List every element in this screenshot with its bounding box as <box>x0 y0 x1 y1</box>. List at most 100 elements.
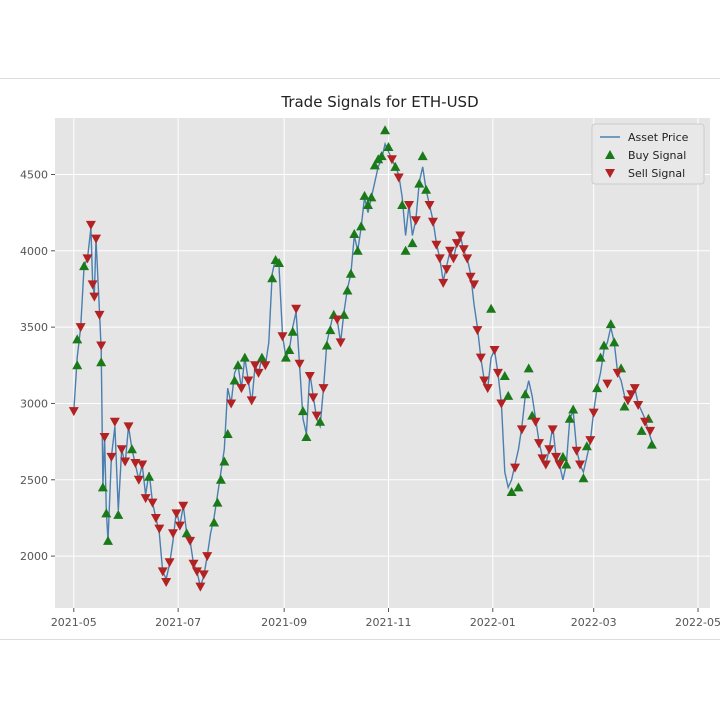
sell-signal-marker <box>602 379 613 389</box>
buy-signal-marker <box>390 161 401 171</box>
buy-signal-marker <box>561 459 572 469</box>
sell-signal-marker <box>85 220 96 230</box>
buy-signal-marker <box>274 258 285 268</box>
sell-signal-marker <box>645 426 656 436</box>
buy-signal-marker <box>280 352 291 362</box>
buy-signal-marker <box>96 357 107 367</box>
sell-signal-marker <box>94 310 105 320</box>
y-tick-label: 2000 <box>20 550 48 563</box>
y-axis-ticks: 2000 2500 3000 3500 4000 4500 <box>20 168 55 563</box>
buy-signal-marker <box>209 517 220 527</box>
sell-signal-marker <box>99 433 110 443</box>
sell-signal-marker <box>106 452 117 462</box>
sell-signal-marker <box>640 417 651 427</box>
buy-signal-marker <box>380 125 391 135</box>
sell-signal-marker <box>530 417 541 427</box>
sell-signal-marker <box>451 239 462 249</box>
buy-signal-marker <box>503 390 514 400</box>
trade-signals-chart: 2021-05 2021-07 2021-09 2021-11 2022-01 2022-… <box>20 93 720 629</box>
buy-signal-marker <box>595 352 606 362</box>
sell-signal-marker <box>188 559 199 569</box>
buy-signal-marker <box>609 337 620 347</box>
sell-signal-marker <box>386 155 397 165</box>
buy-signal-marker <box>352 245 363 255</box>
y-tick-label: 3500 <box>20 321 48 334</box>
buy-signal-marker <box>72 334 83 344</box>
buy-signal-marker <box>417 151 428 161</box>
sell-signal-marker <box>137 460 148 470</box>
y-tick-label: 4000 <box>20 245 48 258</box>
sell-signal-marker <box>575 460 586 470</box>
sell-signal-marker <box>441 265 452 275</box>
sell-signal-marker <box>622 396 633 406</box>
sell-signal-marker <box>335 338 346 348</box>
buy-signal-marker <box>366 192 377 202</box>
buy-signal-marker <box>113 509 124 519</box>
buy-signal-marker <box>297 406 308 416</box>
sell-signal-marker <box>109 417 120 427</box>
buy-signal-marker <box>345 268 356 278</box>
sell-signal-marker <box>308 393 319 403</box>
x-tick-label: 2021-05 <box>51 616 97 629</box>
sell-signal-marker <box>544 445 555 455</box>
sell-signal-marker <box>458 245 469 255</box>
sell-signal-marker <box>612 368 623 378</box>
sell-signal-marker <box>198 570 209 580</box>
sell-signal-marker <box>585 436 596 446</box>
buy-signal-marker <box>284 345 295 355</box>
legend-label: Sell Signal <box>628 167 685 180</box>
buy-signal-marker <box>359 190 370 200</box>
sell-signal-marker <box>434 254 445 264</box>
buy-signal-marker <box>400 245 411 255</box>
sell-signal-marker <box>510 463 521 473</box>
buy-signal-marker <box>219 456 230 466</box>
sell-signal-marker <box>633 400 644 410</box>
chart-title: Trade Signals for ETH-USD <box>280 93 478 111</box>
y-tick-label: 3000 <box>20 397 48 410</box>
buy-signal-marker <box>369 160 380 170</box>
legend: Asset Price Buy Signal Sell Signal <box>591 123 705 185</box>
buy-signal-marker <box>499 370 510 380</box>
buy-signal-marker <box>486 303 497 313</box>
buy-signal-marker <box>325 325 336 335</box>
sell-signal-marker <box>465 272 476 282</box>
buy-signal-marker <box>523 363 534 373</box>
buy-signal-marker <box>144 471 155 481</box>
sell-signal-marker <box>404 201 415 211</box>
buy-signal-marker <box>636 425 647 435</box>
x-tick-label: 2021-09 <box>261 616 307 629</box>
sell-signal-marker <box>533 439 544 449</box>
sell-signal-marker <box>243 376 254 386</box>
sell-signal-marker <box>489 346 500 356</box>
sell-signal-marker <box>537 454 548 464</box>
sell-signal-marker <box>588 408 599 418</box>
x-tick-label: 2021-07 <box>155 616 201 629</box>
sell-signal-marker <box>246 396 257 406</box>
sell-signal-marker <box>496 399 507 409</box>
buy-signal-marker <box>301 432 312 442</box>
buy-signal-marker <box>267 273 278 283</box>
sell-signal-marker <box>91 234 102 244</box>
sell-signal-marker <box>87 280 98 290</box>
sell-signal-marker <box>253 368 264 378</box>
buy-signal-marker <box>222 428 233 438</box>
buy-signal-marker <box>598 340 609 350</box>
x-tick-label: 2022-05 <box>675 616 720 629</box>
legend-label: Asset Price <box>628 131 689 144</box>
sell-signal-marker <box>547 425 558 435</box>
sell-signal-marker <box>448 254 459 264</box>
x-axis-ticks: 2021-05 2021-07 2021-09 2021-11 2022-01 2022-… <box>51 608 720 629</box>
sell-signal-marker <box>304 371 315 381</box>
buy-signal-marker <box>215 474 226 484</box>
sell-signal-marker <box>171 509 182 519</box>
sell-signal-marker <box>318 384 329 394</box>
sell-signal-marker <box>291 304 302 314</box>
buy-signal-marker <box>229 375 240 385</box>
buy-signal-marker <box>414 178 425 188</box>
sell-signal-marker <box>154 524 165 534</box>
buy-signal-marker <box>232 360 243 370</box>
sell-signal-marker <box>89 292 100 302</box>
sell-signal-marker <box>120 457 131 467</box>
sell-signal-marker <box>431 240 442 250</box>
sell-signal-marker <box>202 552 213 562</box>
